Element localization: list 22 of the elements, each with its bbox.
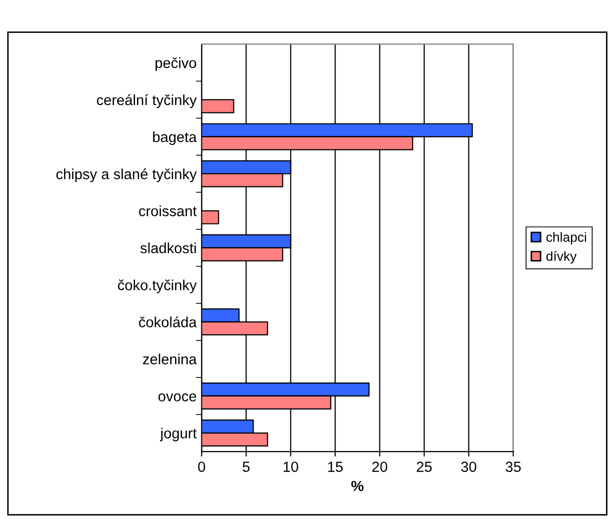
y-tick-label: chipsy a slané tyčinky	[56, 168, 197, 182]
y-tick-label: jogurt	[160, 428, 197, 442]
x-tick-label: 25	[416, 462, 432, 472]
y-tick-label: čokoláda	[139, 316, 197, 328]
x-axis-title: %	[351, 480, 364, 492]
y-tick-label: pečivo	[156, 57, 196, 71]
y-tick-label: sladkosti	[140, 242, 196, 254]
y-tick-label: cereální tyčinky	[96, 94, 197, 108]
y-tick-label: zelenina	[143, 354, 197, 364]
x-tick-label: 30	[461, 462, 476, 472]
y-tick-label: croissant	[139, 206, 197, 216]
x-tick-label: 10	[284, 462, 298, 472]
x-tick-label: 35	[506, 462, 521, 472]
x-tick-label: 0	[198, 462, 206, 472]
x-tick-label: 5	[242, 462, 250, 472]
y-tick-label: ovoce	[158, 393, 196, 402]
y-tick-label: čoko.tyčinky	[118, 280, 197, 294]
legend-label: dívky	[546, 251, 577, 264]
legend-label: chlapci	[546, 232, 586, 244]
y-tick-label: bageta	[153, 131, 197, 146]
x-tick-label: 20	[372, 462, 388, 472]
x-tick-label: 15	[328, 462, 343, 472]
